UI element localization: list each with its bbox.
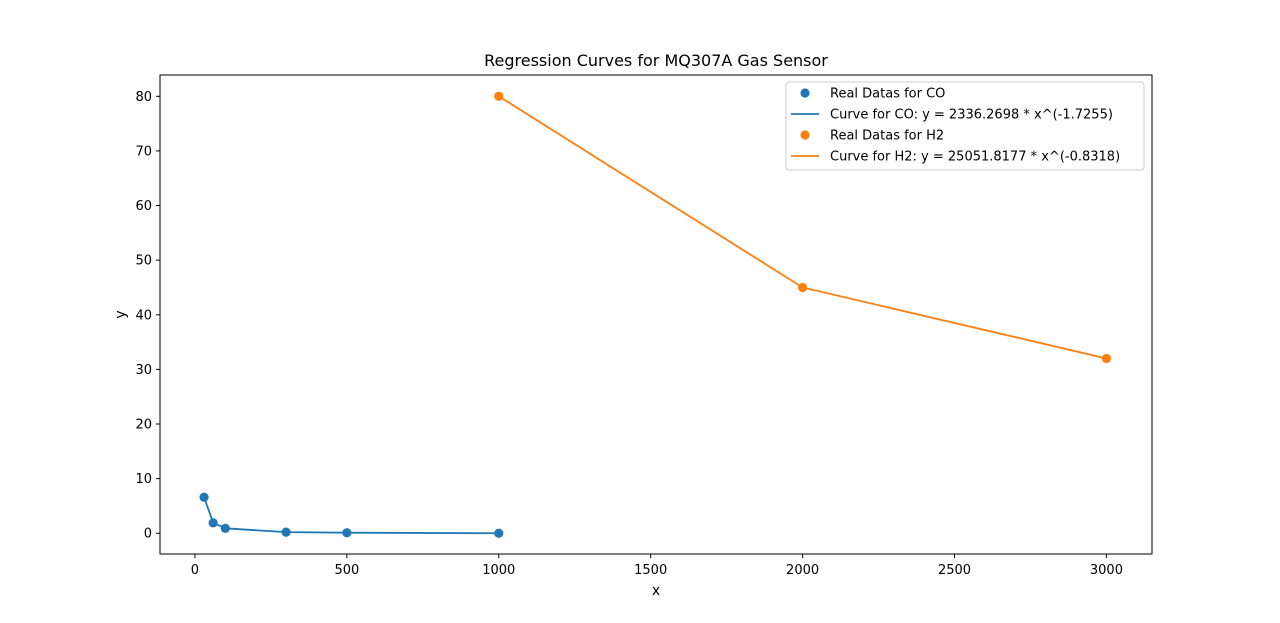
y-tick-label: 60 (135, 199, 152, 214)
y-tick-label: 70 (135, 144, 152, 159)
x-tick-label: 2500 (938, 563, 971, 578)
x-tick-label: 1000 (482, 563, 515, 578)
y-tick-label: 80 (135, 90, 152, 105)
legend: Real Datas for CO Curve for CO: y = 2336.… (785, 81, 1145, 171)
data-point (797, 282, 808, 293)
legend-label: Real Datas for H2 (830, 129, 944, 144)
series-layer (199, 91, 1112, 538)
y-axis-label: y (113, 310, 129, 318)
data-point (208, 518, 218, 528)
y-tick-label: 30 (135, 363, 152, 378)
legend-box (785, 81, 1145, 171)
legend-marker (800, 88, 810, 98)
y-tick-label: 10 (135, 472, 152, 487)
x-tick-label: 2000 (786, 563, 819, 578)
data-point (199, 492, 209, 502)
data-point (220, 523, 230, 533)
series-line-1 (203, 496, 499, 535)
chart-title: Regression Curves for MQ307A Gas Sensor (484, 51, 828, 70)
legend-marker (800, 130, 810, 140)
x-tick-label: 0 (191, 563, 199, 578)
x-tick-label: 3000 (1090, 563, 1123, 578)
x-axis-ticks: 0 500 1000 1500 2000 2500 3000 (191, 554, 1123, 578)
y-tick-label: 20 (135, 418, 152, 433)
y-axis-ticks: 0 10 20 30 40 50 60 70 80 (135, 90, 160, 542)
data-point (342, 528, 352, 538)
y-tick-label: 50 (135, 254, 152, 269)
x-tick-label: 1500 (634, 563, 667, 578)
x-tick-label: 500 (334, 563, 359, 578)
legend-label: Real Datas for CO (830, 87, 945, 102)
data-point (281, 527, 291, 537)
y-tick-label: 0 (144, 527, 152, 542)
x-axis-label: x (652, 583, 660, 599)
y-tick-label: 40 (135, 308, 152, 323)
data-point (494, 91, 504, 101)
legend-label: Curve for CO: y = 2336.2698 * x^(-1.7255… (830, 108, 1113, 123)
data-point (1101, 353, 1112, 364)
data-point (494, 528, 504, 538)
legend-label: Curve for H2: y = 25051.8177 * x^(-0.831… (830, 150, 1120, 165)
